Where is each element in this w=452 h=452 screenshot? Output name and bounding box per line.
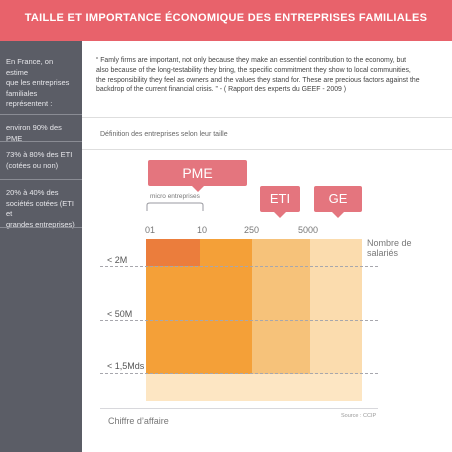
sidebar-intro-line: familiales	[6, 88, 38, 98]
quote-line: also because of the long-testability the…	[96, 66, 411, 74]
threshold-line	[100, 320, 378, 321]
baseline	[100, 408, 378, 409]
sidebar-stat-line: 73% à 80% des ETI	[6, 150, 73, 159]
sidebar-intro-line: représentent :	[6, 99, 53, 108]
sidebar-stat-listed: 20% à 40% des sociétés cotées (ETI et gr…	[0, 188, 82, 230]
tag-pme: PME	[148, 160, 247, 186]
sidebar-stat-pme: environ 90% des PME	[0, 123, 82, 144]
tick-label: 01	[145, 225, 156, 235]
tick-label: 10	[197, 225, 208, 235]
micro-bracket	[146, 202, 204, 211]
tick-label: 5000	[298, 225, 319, 235]
tag-pme-label: PME	[182, 165, 213, 181]
sidebar-stat-eti: 73% à 80% des ETI (cotées ou non)	[0, 150, 82, 171]
x-axis-label-line: Nombre de	[367, 238, 412, 248]
sidebar-divider	[0, 114, 82, 115]
y-axis-label: Chiffre d’affaire	[108, 416, 169, 426]
row-label: < 1,5Mds	[107, 361, 145, 371]
threshold-line	[100, 373, 378, 374]
region-micro	[146, 239, 200, 266]
sidebar-stat-line: grandes entreprises)	[6, 219, 75, 229]
quote-line: “ Famly firms are important, not only be…	[96, 57, 407, 64]
x-axis-label-line: salariés	[367, 248, 399, 258]
sidebar-stat-line: environ 90% des PME	[6, 123, 62, 143]
quote-text: “ Famly firms are important, not only be…	[96, 56, 440, 95]
diagram-caption: Définition des entreprises selon leur ta…	[100, 131, 228, 138]
section-divider	[82, 149, 452, 150]
section-divider	[82, 117, 452, 118]
sidebar-stat-line: 20% à 40% des	[6, 188, 59, 197]
tag-ge: GE	[314, 186, 362, 212]
tick-label: 250	[244, 225, 260, 235]
tag-eti: ETI	[260, 186, 300, 212]
sidebar-divider	[0, 141, 82, 142]
sidebar-intro-line: que les entreprises	[6, 78, 70, 87]
threshold-line	[100, 266, 378, 267]
tag-pme-pointer	[192, 186, 204, 192]
sidebar-stat-line: sociétés cotées (ETI et	[6, 198, 74, 219]
page-title: TAILLE ET IMPORTANCE ÉCONOMIQUE DES ENTR…	[24, 12, 428, 24]
sidebar: En France, on estime que les entreprises…	[0, 41, 82, 452]
header-banner: TAILLE ET IMPORTANCE ÉCONOMIQUE DES ENTR…	[0, 0, 452, 41]
row-label: < 2M	[107, 255, 128, 265]
sidebar-stat-line: (cotées ou non)	[6, 160, 59, 170]
source-note: Source : CCIP	[341, 413, 377, 419]
sidebar-intro-line: En France, on estime	[6, 57, 54, 77]
micro-label: micro entreprises	[150, 193, 200, 200]
sidebar-divider	[0, 179, 82, 180]
region-ge	[310, 239, 362, 374]
x-axis-label: Nombre de salariés	[367, 238, 412, 258]
sidebar-intro: En France, on estime que les entreprises…	[0, 57, 82, 110]
tag-ge-label: GE	[328, 191, 348, 206]
tag-eti-label: ETI	[269, 191, 291, 206]
row-label: < 50M	[107, 309, 133, 319]
sidebar-divider	[0, 227, 82, 228]
tag-eti-pointer	[274, 212, 286, 218]
quote-line: backdrop of the current financial crisis…	[96, 86, 347, 94]
quote-line: the responsibility they feel as owners a…	[96, 76, 420, 84]
region-eti	[252, 239, 310, 374]
tag-ge-pointer	[332, 212, 344, 218]
